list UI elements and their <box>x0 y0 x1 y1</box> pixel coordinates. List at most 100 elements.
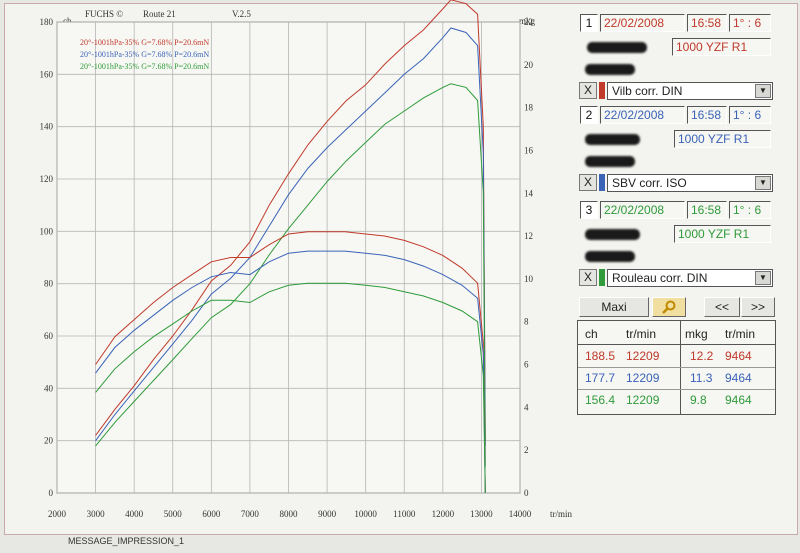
run-number: 3 <box>580 201 598 219</box>
redacted-owner <box>585 229 640 240</box>
close-run-button[interactable]: X <box>579 269 597 286</box>
run-time: 16:58 <box>687 14 727 32</box>
x-axis-unit: tr/min <box>550 509 572 519</box>
run-ratio: 1° : 6 <box>729 106 771 124</box>
run-model: 1000 YZF R1 <box>674 130 771 148</box>
cell-ch: 188.5 <box>585 349 616 363</box>
y-left-tick-label: 100 <box>40 226 54 236</box>
run-date: 22/02/2008 <box>600 14 685 32</box>
y-right-tick-label: 16 <box>524 145 534 155</box>
x-tick-label: 10000 <box>354 509 377 519</box>
legend-entry: 20°-1001hPa-35% G=7.68% P=20.6mN <box>80 62 209 71</box>
y-right-tick-label: 10 <box>524 274 534 284</box>
run-number: 2 <box>580 106 598 124</box>
redacted-owner <box>585 134 640 145</box>
correction-dropdown[interactable]: Vilb corr. DIN ▼ <box>607 82 773 100</box>
y-right-tick-label: 20 <box>524 60 534 70</box>
x-tick-label: 9000 <box>318 509 337 519</box>
chevron-down-icon[interactable]: ▼ <box>755 176 771 190</box>
torque-curve <box>95 282 486 494</box>
cell-mkg-rpm: 9464 <box>725 349 752 363</box>
x-tick-label: 4000 <box>125 509 144 519</box>
next-button[interactable]: >> <box>741 297 775 317</box>
chevron-down-icon[interactable]: ▼ <box>755 84 771 98</box>
x-tick-label: 13000 <box>470 509 493 519</box>
header-mkg: mkg <box>685 327 708 341</box>
close-run-button[interactable]: X <box>579 82 597 99</box>
y-left-tick-label: 120 <box>40 174 54 184</box>
correction-dropdown[interactable]: SBV corr. ISO ▼ <box>607 174 773 192</box>
maxi-button[interactable]: Maxi <box>579 297 649 317</box>
y-right-tick-label: 12 <box>524 231 533 241</box>
cell-ch: 156.4 <box>585 393 616 407</box>
y-left-tick-label: 20 <box>44 436 54 446</box>
run-ratio: 1° : 6 <box>729 201 771 219</box>
cell-mkg: 9.8 <box>690 393 707 407</box>
header-ch: ch <box>585 327 598 341</box>
redacted-plate <box>585 156 635 167</box>
chevron-down-icon[interactable]: ▼ <box>755 271 771 285</box>
cell-ch-rpm: 12209 <box>626 349 660 363</box>
x-tick-label: 12000 <box>432 509 455 519</box>
run-color-swatch <box>599 82 605 99</box>
footer-message: MESSAGE_IMPRESSION_1 <box>68 536 185 546</box>
power-curve <box>95 83 486 467</box>
y-right-tick-label: 14 <box>524 188 534 198</box>
header-ch-rpm: tr/min <box>626 327 656 341</box>
x-tick-label: 2000 <box>48 509 67 519</box>
x-tick-label: 14000 <box>509 509 532 519</box>
route-label: Route 21 <box>143 9 176 19</box>
previous-button[interactable]: << <box>704 297 740 317</box>
y-right-tick-label: 0 <box>524 488 529 498</box>
run-number: 1 <box>580 14 598 32</box>
x-tick-label: 5000 <box>164 509 183 519</box>
x-tick-label: 6000 <box>202 509 221 519</box>
y-right-tick-label: 4 <box>524 402 529 412</box>
cell-mkg-rpm: 9464 <box>725 371 752 385</box>
run-color-swatch <box>599 269 605 286</box>
redacted-plate <box>585 64 635 75</box>
cell-mkg-rpm: 9464 <box>725 393 752 407</box>
legend-entry: 20°-1001hPa-35% G=7.68% P=20.6mN <box>80 38 209 47</box>
power-curve <box>95 0 486 441</box>
y-left-tick-label: 60 <box>44 331 54 341</box>
cell-mkg: 11.3 <box>690 371 713 385</box>
legend-entry: 20°-1001hPa-35% G=7.68% P=20.6mN <box>80 50 209 59</box>
run-time: 16:58 <box>687 106 727 124</box>
run-model: 1000 YZF R1 <box>672 38 771 56</box>
run-ratio: 1° : 6 <box>729 14 771 32</box>
zoom-button[interactable] <box>652 297 686 317</box>
row-divider <box>578 367 775 368</box>
correction-dropdown[interactable]: Rouleau corr. DIN ▼ <box>607 269 773 287</box>
redacted-plate <box>585 251 635 262</box>
y-left-tick-label: 160 <box>40 69 54 79</box>
cell-mkg: 12.2 <box>690 349 714 363</box>
run-time: 16:58 <box>687 201 727 219</box>
header-divider <box>578 344 775 345</box>
torque-curve <box>95 231 486 494</box>
x-tick-label: 11000 <box>393 509 416 519</box>
run-color-swatch <box>599 174 605 191</box>
right-axis-unit: mkg <box>519 16 536 26</box>
y-right-tick-label: 18 <box>524 103 534 113</box>
y-right-tick-label: 2 <box>524 445 529 455</box>
y-left-tick-label: 0 <box>49 488 54 498</box>
close-run-button[interactable]: X <box>579 174 597 191</box>
header-mkg-rpm: tr/min <box>725 327 755 341</box>
cell-ch-rpm: 12209 <box>626 371 660 385</box>
x-tick-label: 7000 <box>241 509 260 519</box>
run-date: 22/02/2008 <box>600 106 685 124</box>
y-left-tick-label: 140 <box>40 122 54 132</box>
left-axis-unit: ch <box>63 16 72 26</box>
cell-ch-rpm: 12209 <box>626 393 660 407</box>
y-right-tick-label: 22 <box>524 17 533 27</box>
brand-label: FUCHS © <box>85 9 124 19</box>
redacted-owner <box>587 42 647 53</box>
run-model: 1000 YZF R1 <box>674 225 771 243</box>
row-divider <box>578 389 775 390</box>
x-tick-label: 8000 <box>280 509 299 519</box>
power-curve <box>95 27 486 446</box>
cell-ch: 177.7 <box>585 371 616 385</box>
magnifier-icon <box>662 300 676 314</box>
